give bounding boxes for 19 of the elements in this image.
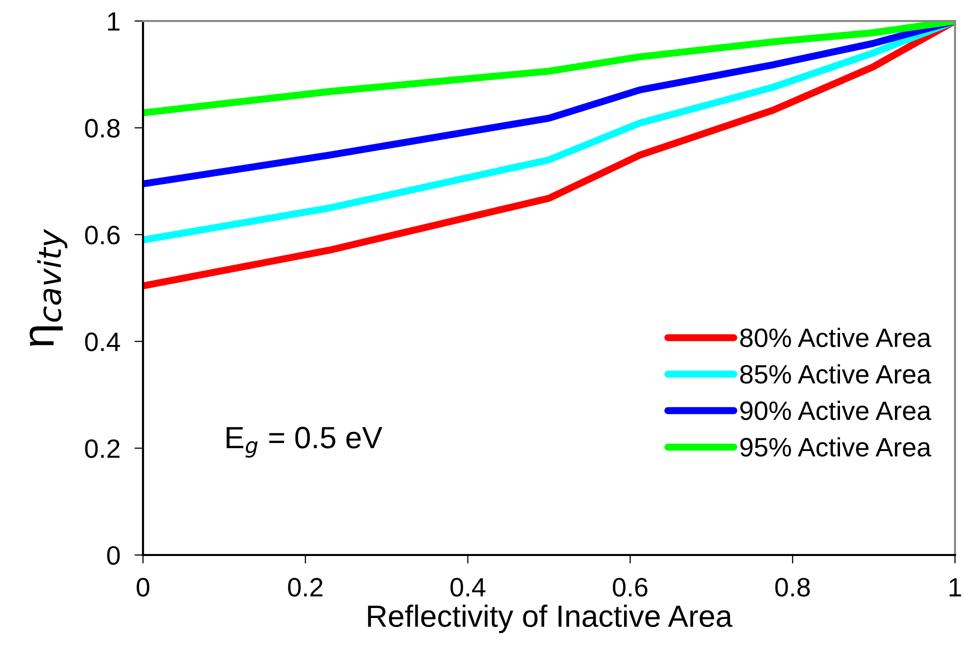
legend-label: 85% Active Area (740, 364, 932, 384)
x-tick-label: 0.4 (450, 578, 486, 597)
legend-label: 90% Active Area (740, 400, 932, 420)
annotation: E$_{g}$ = 0.5 eV (226, 426, 382, 458)
legend-label: 95% Active Area (740, 437, 932, 457)
y-tick-label: 0.8 (85, 118, 120, 138)
x-tick-label: 0.8 (775, 578, 810, 597)
x-tick-label: 0.6 (612, 578, 648, 597)
x-tick-label: 0.2 (288, 578, 322, 597)
y-tick-label: 0 (107, 546, 120, 565)
y-tick-label: 0.2 (85, 439, 120, 458)
x-tick-label: 1 (950, 578, 962, 596)
y-tick-label: 0.6 (85, 226, 120, 244)
legend-label: 80% Active Area (740, 328, 932, 348)
y-axis-title: η$_{cavity}$ (30, 228, 68, 346)
x-tick-label: 0 (136, 578, 150, 597)
x-axis-title: Reflectivity of Inactive Area (368, 604, 732, 634)
y-tick-label: 0.4 (85, 332, 120, 352)
y-tick-label: 1 (108, 12, 120, 31)
